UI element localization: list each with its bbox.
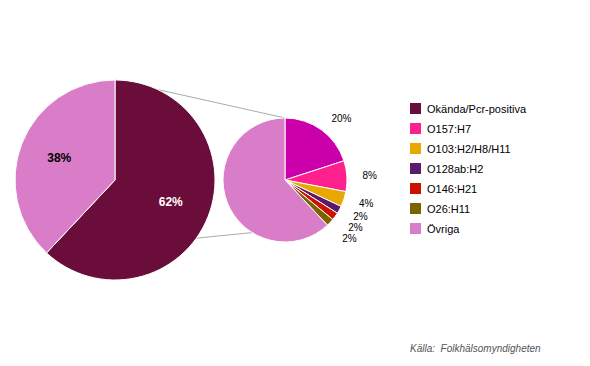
data-label: 38% (47, 151, 71, 165)
data-label: 8% (362, 170, 377, 181)
legend-label: Okända/Pcr-positiva (427, 103, 527, 115)
legend-swatch (410, 103, 421, 114)
legend-swatch (410, 203, 421, 214)
legend-item: O146:H21 (410, 183, 477, 195)
legend-item: Okända/Pcr-positiva (410, 103, 527, 115)
data-label: 20% (331, 113, 351, 124)
legend: Okända/Pcr-positiva O157:H7 O103:H2/H8/H11… (410, 103, 527, 235)
pie-slice (223, 118, 327, 242)
data-label: 2% (342, 233, 357, 244)
legend-swatch (410, 123, 421, 134)
legend-label: O26:H11 (427, 203, 470, 215)
pie-slice (15, 80, 115, 253)
data-label: 4% (359, 198, 374, 209)
legend-item: Övriga (410, 223, 460, 235)
legend-label: O128ab:H2 (427, 163, 483, 175)
legend-swatch (410, 143, 421, 154)
source-note: Källa: Folkhälsomyndigheten (410, 343, 541, 354)
legend-swatch (410, 223, 421, 234)
legend-label: Övriga (427, 223, 460, 235)
legend-item: O128ab:H2 (410, 163, 483, 175)
legend-item: O103:H2/H8/H11 (410, 143, 511, 155)
legend-label: O146:H21 (427, 183, 477, 195)
legend-label: O157:H7 (427, 123, 471, 135)
legend-swatch (410, 163, 421, 174)
legend-swatch (410, 183, 421, 194)
data-label: 62% (159, 195, 183, 209)
data-label: 2% (353, 211, 368, 222)
legend-item: O157:H7 (410, 123, 471, 135)
legend-item: O26:H11 (410, 203, 470, 215)
chart: 62%38%20%8%4%2%2%2%Okända/Pcr-positivaO1… (0, 0, 590, 366)
pie: 20%8%4%2%2%2% (223, 113, 377, 244)
legend-label: O103:H2/H8/H11 (427, 143, 511, 155)
pie: 62% 38% (15, 80, 215, 280)
data-label: 2% (348, 222, 363, 233)
